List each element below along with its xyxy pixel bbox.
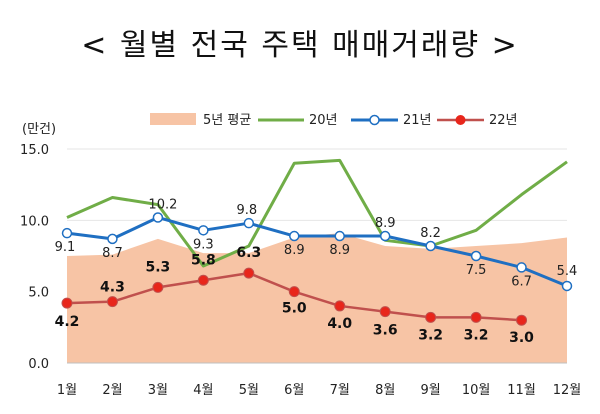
point-22 (152, 281, 164, 293)
data-label-22: 3.0 (509, 330, 534, 346)
x-tick-label: 6월 (284, 383, 304, 398)
point-21 (107, 233, 118, 245)
point-21 (243, 217, 255, 229)
y-axis-unit: (만건) (22, 122, 57, 137)
line-20 (66, 158, 568, 268)
legend-label-20: 20년 (309, 113, 338, 128)
legend-label-avg: 5년 평균 (203, 113, 251, 128)
data-label-22: 3.2 (464, 327, 489, 343)
legend-marker-22 (455, 115, 466, 125)
data-label-21: 8.9 (375, 216, 396, 231)
data-label-21: 9.1 (55, 240, 76, 255)
x-tick-label: 7월 (330, 383, 350, 398)
legend-swatch-avg (150, 113, 196, 125)
x-tick-label: 10월 (462, 383, 491, 398)
point-22 (425, 311, 437, 323)
point-21 (516, 262, 527, 273)
y-tick-label: 0.0 (28, 357, 49, 372)
x-tick-label: 12월 (553, 383, 582, 398)
legend-label-22: 22년 (489, 113, 518, 128)
x-tick-label: 8월 (375, 383, 395, 398)
y-tick-label: 15.0 (20, 143, 49, 158)
data-label-22: 4.3 (100, 280, 125, 296)
data-label-21: 8.9 (284, 243, 305, 258)
point-21 (61, 227, 73, 239)
point-22 (61, 297, 73, 309)
point-21 (334, 230, 345, 242)
legend-label-21: 21년 (403, 113, 432, 128)
data-label-22: 5.0 (282, 301, 307, 317)
data-label-21: 7.5 (466, 263, 487, 278)
y-tick-label: 10.0 (20, 214, 49, 229)
point-21 (425, 240, 436, 252)
x-tick-label: 4월 (193, 383, 213, 398)
point-21 (379, 230, 391, 242)
line-21 (66, 215, 568, 288)
data-label-21: 8.7 (102, 246, 123, 261)
y-tick-label: 5.0 (28, 286, 49, 301)
data-label-21: 8.2 (420, 226, 441, 241)
legend-marker-21 (369, 114, 380, 126)
data-label-22: 3.6 (373, 323, 398, 339)
x-tick-label: 1월 (57, 383, 77, 398)
data-label-22: 4.0 (327, 316, 352, 332)
data-label-21: 5.4 (557, 264, 578, 279)
point-22 (106, 296, 118, 308)
legend: 5년 평균 20년 21년 22년 (150, 113, 518, 128)
point-21 (561, 280, 573, 292)
point-22 (288, 286, 300, 298)
x-tick-label: 5월 (239, 383, 259, 398)
data-label-21: 9.8 (236, 203, 257, 218)
data-label-22: 3.2 (418, 327, 443, 343)
point-22 (379, 306, 391, 318)
data-label-21: 8.9 (329, 243, 350, 258)
point-21 (152, 212, 164, 223)
point-21 (198, 225, 209, 236)
point-22 (197, 274, 209, 286)
data-label-22: 6.3 (236, 245, 261, 261)
data-label-21: 10.2 (148, 197, 177, 212)
chart-title: < 월별 전국 주택 매매거래량 > (81, 28, 519, 63)
point-22 (243, 267, 255, 279)
data-label-22: 5.3 (146, 259, 171, 275)
point-22 (470, 311, 482, 323)
points-layer (61, 212, 573, 326)
axes-layer: 0.0 5.0 10.0 15.0 1월 2월 3월 4월 5월 6월 7월 8월 9월 10월 11월 12… (20, 143, 581, 398)
x-tick-label: 2월 (102, 383, 122, 398)
x-tick-label: 3월 (148, 383, 168, 398)
point-22 (334, 300, 346, 312)
point-22 (516, 314, 528, 326)
data-label-22: 5.8 (191, 252, 216, 268)
data-label-21: 9.3 (193, 237, 214, 252)
x-tick-label: 11월 (507, 383, 536, 398)
data-label-22: 4.2 (55, 314, 80, 330)
point-21 (470, 250, 482, 262)
data-labels-layer: 9.1 8.7 10.2 9.3 9.8 8.9 8.9 8.9 8.2 7.5 6.7 5.4 4.2… (55, 197, 578, 346)
x-tick-label: 9월 (421, 383, 441, 398)
point-21 (289, 230, 300, 242)
data-label-21: 6.7 (511, 274, 532, 289)
